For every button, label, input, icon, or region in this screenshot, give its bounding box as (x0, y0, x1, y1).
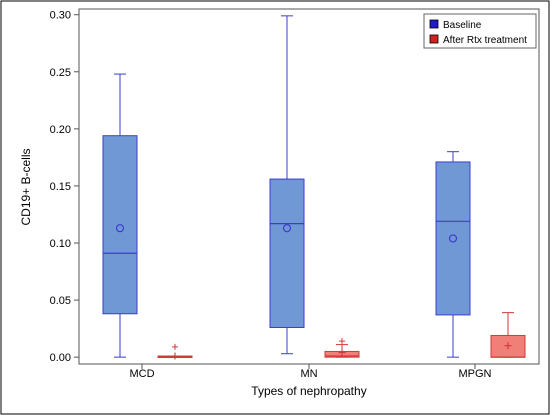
x-tick-label: MPGN (459, 368, 492, 380)
y-tick-label: 0.20 (50, 124, 71, 136)
legend-box (423, 13, 537, 49)
x-axis: MCD MN MPGN (129, 364, 492, 380)
x-tick-label: MN (300, 368, 317, 380)
box-group (102, 15, 526, 360)
y-tick-label: 0.30 (50, 10, 71, 22)
y-tick-label: 0.05 (50, 295, 71, 307)
x-axis-label: Types of nephropathy (251, 384, 366, 398)
mean-marker-mpgn-after-rtx (504, 342, 512, 350)
mean-marker-mcd-after-rtx (171, 352, 179, 360)
mean-marker-mpgn-baseline (448, 234, 458, 243)
legend: Baseline After Rtx treatment (423, 13, 537, 49)
legend-label-baseline: Baseline (443, 20, 482, 31)
mean-marker-mcd-baseline (115, 224, 125, 233)
y-axis-label: CD19+ B-cells (19, 148, 33, 225)
y-tick-label: 0.00 (50, 352, 71, 364)
legend-label-after-rtx: After Rtx treatment (443, 35, 527, 46)
legend-swatch-baseline (429, 19, 439, 29)
legend-swatch-after-rtx (429, 34, 439, 44)
mean-marker-mn-after-rtx (338, 349, 346, 357)
box-mn-baseline (269, 178, 305, 328)
y-tick-label: 0.25 (50, 67, 71, 79)
y-tick-label: 0.15 (50, 181, 71, 193)
mean-marker-mn-baseline (282, 224, 292, 233)
x-tick-label: MCD (129, 368, 154, 380)
y-tick-label: 0.10 (50, 238, 71, 250)
y-axis: 0.00 0.05 0.10 0.15 0.20 0.25 0.30 (50, 10, 79, 364)
box-mpgn-baseline (435, 161, 471, 316)
outlier-mcd-after-rtx (172, 343, 178, 350)
outlier-mn-after-rtx (339, 338, 345, 345)
